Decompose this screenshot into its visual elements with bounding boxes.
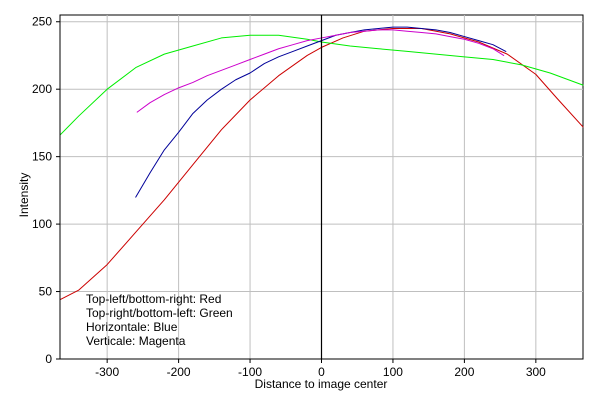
x-tick-label-0: -300 <box>95 365 119 379</box>
legend-entry-blue: Horizontale: Blue <box>86 320 178 334</box>
legend-entry-green: Top-right/bottom-left: Green <box>86 306 233 320</box>
x-tick-label-6: 300 <box>526 365 546 379</box>
y-tick-label-5: 250 <box>32 15 52 29</box>
x-tick-label-3: 0 <box>318 365 325 379</box>
x-tick-label-4: 100 <box>383 365 403 379</box>
legend: Top-left/bottom-right: Red Top-right/bot… <box>86 292 233 348</box>
y-tick-label-0: 0 <box>45 352 52 366</box>
y-axis-title: Intensity <box>17 173 31 218</box>
x-tick-label-1: -200 <box>167 365 191 379</box>
x-tick-label-5: 200 <box>454 365 474 379</box>
y-tick-label-3: 150 <box>32 150 52 164</box>
legend-entry-red: Top-left/bottom-right: Red <box>86 292 221 306</box>
y-tick-label-2: 100 <box>32 217 52 231</box>
axis-layer: -300 -200 -100 0 100 200 300 0 50 100 150 200 250 <box>32 15 583 379</box>
y-tick-label-1: 50 <box>39 285 53 299</box>
x-axis-title: Distance to image center <box>255 377 388 391</box>
series-green <box>59 34 584 136</box>
x-tick-label-2: -100 <box>238 365 262 379</box>
legend-entry-magenta: Verticale: Magenta <box>86 334 186 348</box>
y-tick-label-4: 200 <box>32 82 52 96</box>
